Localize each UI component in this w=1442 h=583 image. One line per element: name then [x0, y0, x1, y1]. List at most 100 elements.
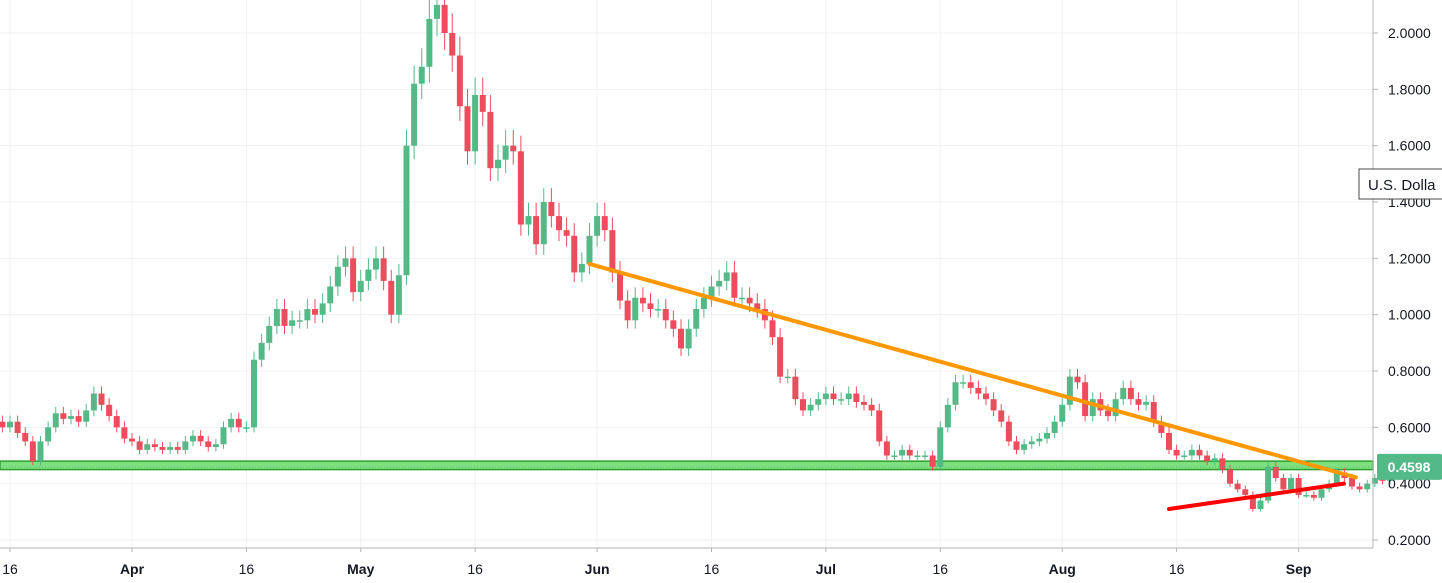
currency-label-box: [1358, 168, 1442, 200]
candle-body: [357, 280, 364, 293]
candle-body: [830, 393, 837, 400]
candle-body: [90, 393, 97, 411]
candle-body: [190, 435, 196, 442]
candle-body: [685, 328, 692, 349]
candle-body: [243, 427, 250, 429]
candle-body: [1310, 494, 1317, 498]
candle-body: [174, 447, 181, 450]
candle-body: [739, 297, 745, 300]
candle-body: [1082, 382, 1089, 417]
y-tick-label: 2.0000: [1388, 25, 1431, 41]
candle-body: [1005, 421, 1012, 442]
x-tick-label: 16: [467, 561, 483, 577]
candle-body: [388, 280, 395, 315]
candle-body: [578, 263, 585, 273]
candle-body: [708, 286, 715, 298]
candle-body: [891, 455, 898, 457]
x-tick-label: Apr: [120, 561, 145, 577]
candle-body: [655, 309, 662, 311]
candle-body: [632, 297, 639, 321]
candle-body: [14, 421, 21, 433]
candle-body: [1173, 449, 1180, 456]
y-tick-label: 0.8000: [1388, 363, 1431, 379]
candle-body: [121, 427, 128, 439]
last-price-label: 0.4598: [1388, 459, 1431, 475]
candle-body: [1051, 421, 1058, 433]
candle-body: [75, 416, 82, 422]
support-zone: [0, 460, 1374, 471]
candle-body: [944, 404, 951, 428]
trend-lines: [587, 261, 1358, 512]
candle-body: [769, 320, 776, 338]
candle-body: [853, 393, 860, 402]
candle-body: [456, 55, 463, 107]
candle-body: [868, 404, 875, 411]
candle-body: [1242, 489, 1249, 495]
candle-body: [571, 235, 578, 273]
candle-body: [449, 33, 456, 56]
y-tick-label: 0.2000: [1388, 532, 1431, 548]
candle-body: [990, 399, 997, 411]
candle-body: [98, 393, 105, 405]
candle-body: [723, 272, 730, 281]
candle-body: [434, 4, 440, 19]
candle-body: [1158, 421, 1165, 433]
x-tick-label: 16: [2, 561, 18, 577]
candle-body: [815, 399, 822, 405]
candle-body: [1188, 449, 1195, 456]
candle-body: [647, 303, 654, 310]
candle-body: [1333, 472, 1340, 484]
candle-body: [1089, 399, 1096, 417]
candle-body: [228, 418, 235, 428]
x-tick-label: Aug: [1049, 561, 1076, 577]
candle-body: [1196, 449, 1203, 456]
candle-body: [1318, 489, 1325, 498]
candle-body: [731, 272, 738, 298]
candle-body: [1066, 376, 1073, 405]
candle-body: [1181, 455, 1188, 457]
candle-body: [289, 320, 296, 326]
candle-body: [1036, 438, 1043, 442]
x-tick-label: Sep: [1286, 561, 1312, 577]
candle-body: [113, 416, 120, 428]
candle-body: [1303, 494, 1310, 497]
candle-body: [281, 309, 288, 326]
candle-body: [266, 325, 273, 343]
candle-body: [609, 230, 616, 273]
candle-body: [937, 427, 944, 467]
currency-label: U.S. Dolla: [1368, 177, 1436, 194]
x-tick-label: Jun: [585, 561, 610, 577]
candle-body: [1288, 478, 1294, 490]
candle-body: [1204, 455, 1211, 462]
candle-body: [906, 449, 913, 456]
candle-body: [700, 297, 707, 310]
candle-body: [883, 441, 890, 456]
candle-body: [52, 413, 59, 428]
candle-body: [273, 309, 280, 326]
candle-body: [205, 441, 212, 448]
candle-body: [983, 393, 989, 400]
x-tick-label: 16: [239, 561, 255, 577]
candle-body: [693, 309, 700, 329]
candle-body: [548, 202, 555, 217]
candle-body: [1364, 483, 1371, 490]
candle-body: [716, 280, 723, 287]
candle-body: [662, 309, 669, 321]
candle-body: [838, 399, 845, 401]
candle-body: [1280, 478, 1287, 490]
candle-body: [517, 151, 524, 225]
candle-body: [822, 393, 829, 400]
candle-body: [533, 216, 540, 245]
candle-body: [29, 441, 36, 462]
candle-body: [426, 18, 433, 67]
candle-body: [525, 216, 532, 225]
candle-body: [22, 432, 29, 442]
candle-body: [1059, 404, 1066, 422]
candle-body: [1249, 494, 1256, 510]
candle-body: [251, 359, 257, 428]
candle-body: [136, 441, 143, 450]
candle-body: [929, 455, 936, 467]
y-tick-label: 1.6000: [1388, 138, 1431, 154]
